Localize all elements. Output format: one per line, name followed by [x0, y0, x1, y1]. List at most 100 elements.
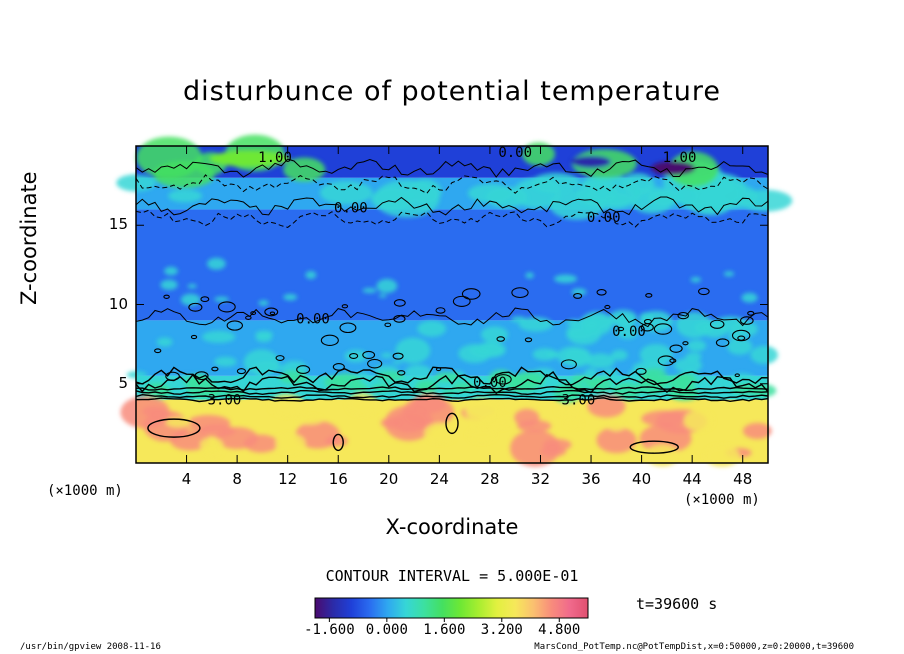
contour-loop — [629, 440, 679, 454]
field-patch — [380, 417, 403, 428]
y-tick-label: 5 — [118, 373, 128, 392]
field-patch — [565, 347, 592, 367]
contour-loop — [188, 302, 203, 312]
contour-loop — [709, 319, 725, 329]
contour-loop — [332, 433, 344, 452]
time-label: t=39600 s — [636, 595, 718, 613]
contour-loop — [296, 365, 311, 375]
contour-loop — [200, 296, 210, 303]
field-patch — [180, 293, 201, 306]
contour-loop — [698, 287, 710, 296]
field-patch — [674, 358, 703, 373]
contour-loop — [445, 412, 459, 435]
contour-loop — [218, 301, 236, 313]
field-patch — [741, 292, 758, 303]
field-patch — [553, 384, 580, 404]
contour-label: 1.00 — [258, 150, 292, 166]
contour-label: 1.00 — [663, 150, 697, 166]
contour-loop — [573, 292, 583, 299]
field-patch — [540, 445, 567, 457]
field-patch — [279, 370, 308, 384]
field-patch — [156, 337, 173, 347]
contour-loop — [384, 322, 392, 328]
footer-right: MarsCond_PotTemp.nc@PotTempDist,x=0:5000… — [534, 642, 854, 652]
contour-loop — [635, 367, 647, 375]
field-patch — [275, 433, 306, 454]
x-tick-label: 12 — [278, 470, 298, 488]
field-patch — [255, 333, 272, 343]
field-patch — [602, 192, 632, 206]
contour-loop — [194, 371, 209, 381]
field-patch — [567, 328, 593, 339]
field-patch — [381, 352, 393, 358]
field-patch — [733, 377, 746, 383]
field-patch — [258, 300, 269, 306]
field-patch — [467, 427, 496, 443]
contour-loop — [461, 288, 481, 300]
contour-layer — [135, 158, 769, 454]
field-patch — [510, 429, 560, 467]
field-patch — [305, 270, 317, 280]
contour-loop — [264, 307, 279, 317]
field-patch — [371, 187, 414, 211]
contour-loop — [511, 287, 529, 299]
contour-loop — [190, 334, 198, 340]
contour-loop — [154, 348, 162, 354]
field-patch — [579, 314, 612, 329]
footer-left: /usr/bin/gpview 2008-11-16 — [20, 642, 161, 652]
field-patch — [515, 370, 546, 389]
field-patch — [120, 396, 170, 429]
field-patch — [235, 373, 253, 384]
field-patch — [465, 397, 500, 423]
contour-loop — [165, 371, 180, 381]
tick-layer — [136, 146, 768, 463]
x-tick-label: 20 — [379, 470, 399, 488]
field-patch — [645, 444, 680, 467]
contour-label: 0.00 — [473, 375, 507, 391]
field-band-3 — [136, 209, 768, 321]
field-patch — [214, 296, 229, 302]
field-patch — [126, 371, 147, 379]
contour-interval: CONTOUR INTERVAL = 5.000E-01 — [325, 567, 579, 585]
contour-loop — [715, 338, 730, 347]
contour-loop — [320, 334, 339, 346]
contour-loop — [367, 358, 383, 369]
field-patch — [202, 330, 236, 343]
colorbar-tick-label: 4.800 — [538, 622, 581, 638]
colorbar-tick-label: 0.000 — [365, 622, 408, 638]
field-patch — [164, 266, 178, 276]
field-patch — [581, 176, 613, 191]
field-patch — [187, 284, 197, 289]
colorbar-ticks — [328, 618, 560, 622]
contour-loop — [393, 299, 406, 307]
contour-label: 0.00 — [612, 324, 646, 340]
contour-loop — [452, 295, 471, 307]
field-patch — [532, 348, 557, 361]
field-patch — [136, 136, 202, 179]
x-unit-left: (×1000 m) — [47, 483, 123, 499]
contour-loop — [645, 293, 653, 298]
field-patch — [362, 287, 377, 294]
field-patch — [612, 382, 641, 400]
contour-label: 3.00 — [562, 392, 596, 408]
field-patch — [510, 316, 526, 323]
contour-loop — [524, 337, 533, 343]
contour-loop — [275, 355, 285, 361]
contour-loop — [617, 326, 625, 332]
field-patch — [458, 344, 492, 363]
field-patch — [641, 410, 687, 427]
contour-loop — [640, 323, 654, 332]
contour-loop — [332, 363, 345, 371]
field-patch — [168, 189, 203, 203]
field-patch — [622, 172, 655, 195]
contour-label: 0.00 — [587, 210, 621, 226]
contour-loop — [677, 311, 689, 320]
field-patch — [687, 339, 707, 352]
x-tick-label: 44 — [682, 470, 702, 488]
contour-loop — [747, 310, 755, 316]
contour-line — [135, 196, 769, 216]
contour-loop — [339, 322, 357, 334]
field-patch — [283, 157, 326, 182]
field-patch — [704, 445, 740, 467]
